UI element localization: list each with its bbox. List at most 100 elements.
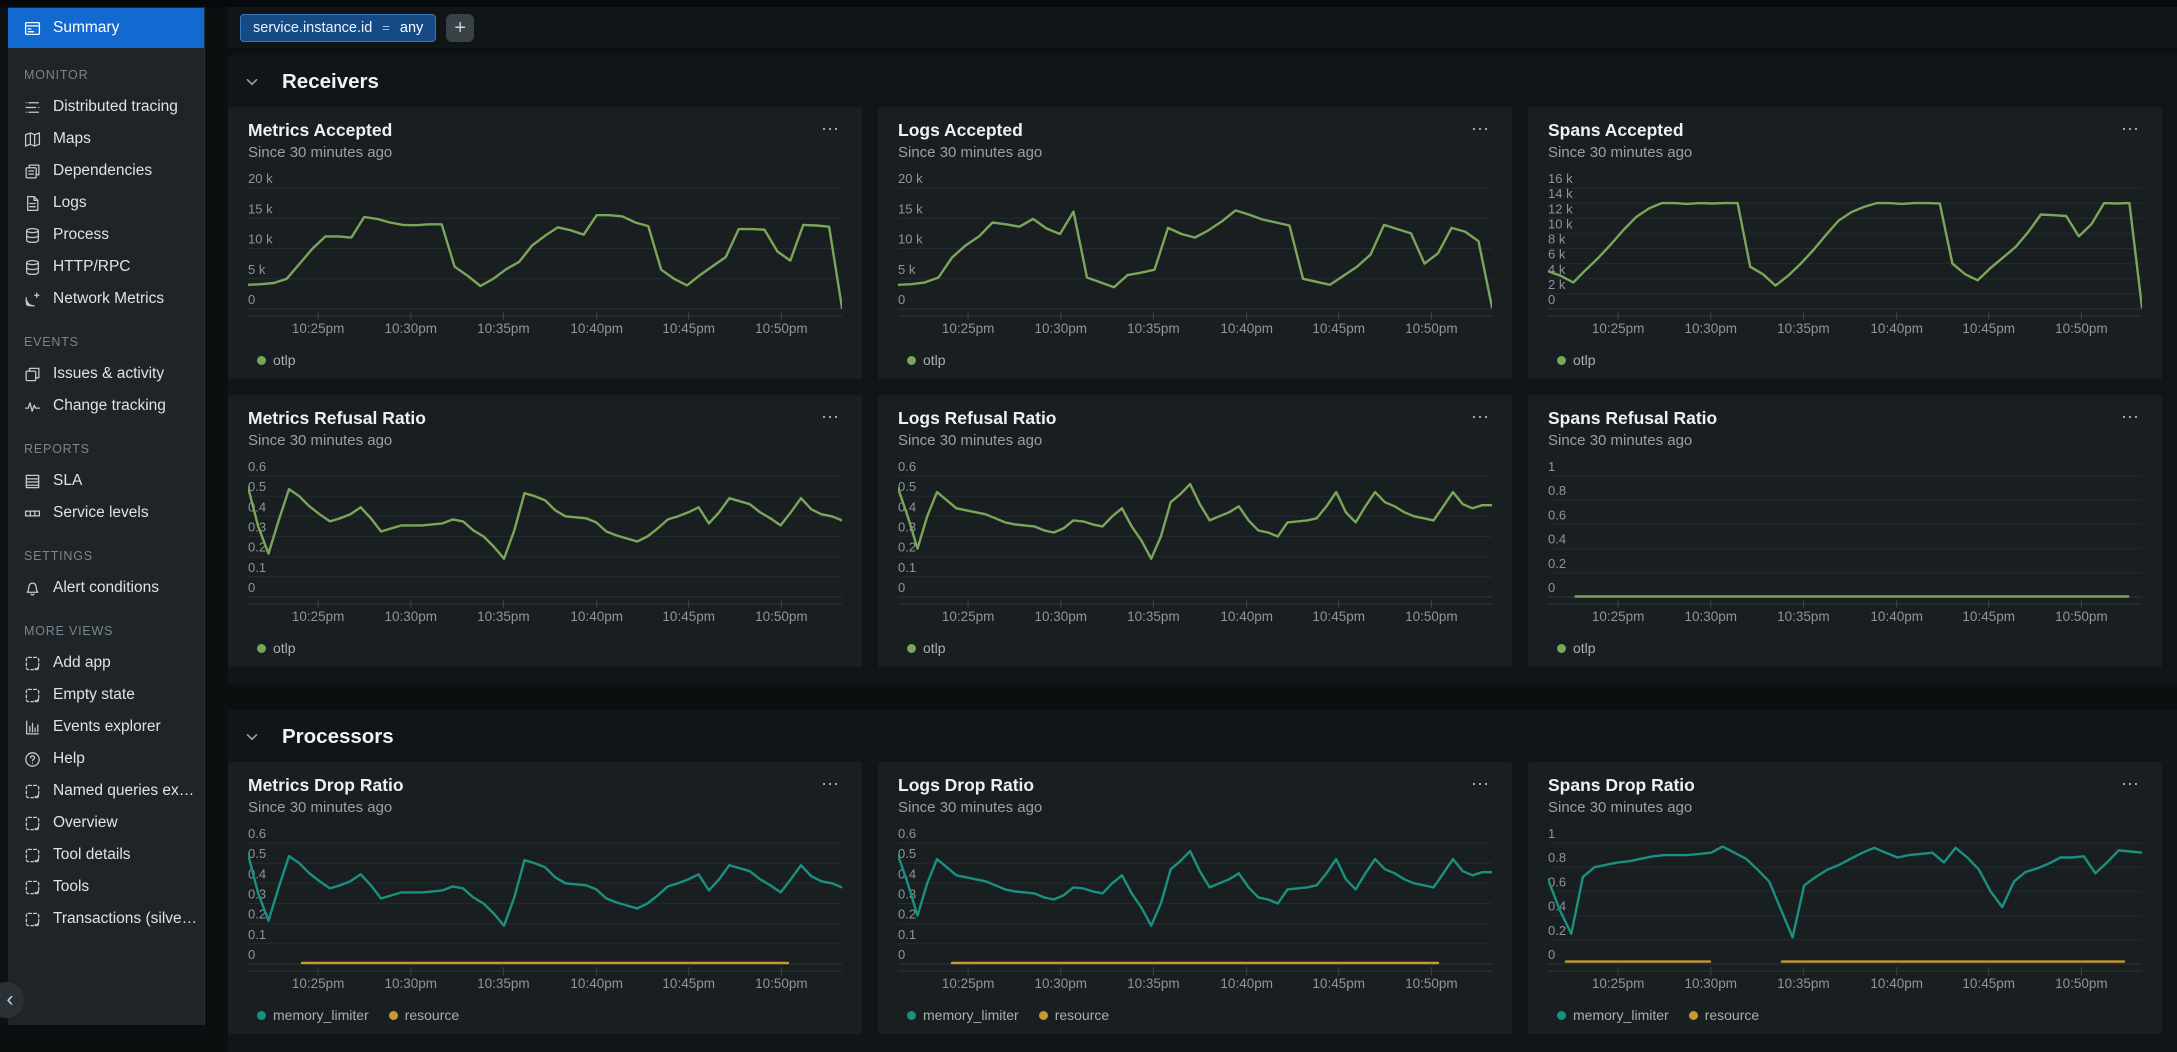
more-menu-icon[interactable]: ⋯	[1469, 408, 1492, 426]
more-menu-icon[interactable]: ⋯	[819, 120, 842, 138]
svg-text:10:50pm: 10:50pm	[1405, 321, 1458, 336]
section-header: Receivers	[228, 55, 2177, 107]
filter-key: service.instance.id	[253, 20, 372, 36]
section-header: Processors	[228, 710, 2177, 762]
database-icon	[24, 227, 41, 244]
sidebar-item-help[interactable]: Help	[8, 743, 204, 775]
sidebar-item-process[interactable]: Process	[8, 219, 204, 251]
chart-panel-spans-refusal-ratio: Spans Refusal Ratio Since 30 minutes ago…	[1528, 395, 2162, 667]
svg-text:10:45pm: 10:45pm	[1962, 609, 2015, 624]
sidebar-item-maps[interactable]: Maps	[8, 123, 204, 155]
sidebar-item-alert-conditions[interactable]: Alert conditions	[8, 572, 204, 604]
svg-text:0: 0	[1548, 580, 1555, 595]
legend-item-otlp[interactable]: otlp	[1557, 640, 1596, 656]
sidebar-item-tool-details[interactable]: Tool details	[8, 839, 204, 871]
svg-text:0: 0	[898, 292, 905, 307]
sidebar-item-dependencies[interactable]: Dependencies	[8, 155, 204, 187]
chart-legend: otlp	[248, 349, 842, 371]
sidebar-item-issues-activity[interactable]: Issues & activity	[8, 358, 204, 390]
sidebar-item-label: Logs	[53, 194, 198, 212]
svg-text:20 k: 20 k	[248, 173, 273, 186]
chart-panel-logs-refusal-ratio: Logs Refusal Ratio Since 30 minutes ago …	[878, 395, 1512, 667]
more-menu-icon[interactable]: ⋯	[2119, 775, 2142, 793]
svg-text:10 k: 10 k	[898, 232, 923, 247]
svg-text:10:25pm: 10:25pm	[292, 321, 345, 336]
legend-item-memory_limiter[interactable]: memory_limiter	[1557, 1007, 1669, 1023]
svg-text:10:35pm: 10:35pm	[477, 976, 530, 991]
sidebar-item-overview[interactable]: Overview	[8, 807, 204, 839]
more-menu-icon[interactable]: ⋯	[2119, 408, 2142, 426]
more-menu-icon[interactable]: ⋯	[1469, 120, 1492, 138]
svg-text:10:35pm: 10:35pm	[477, 321, 530, 336]
svg-text:10:30pm: 10:30pm	[1685, 609, 1738, 624]
sidebar-item-sla[interactable]: SLA	[8, 465, 204, 497]
more-menu-icon[interactable]: ⋯	[819, 408, 842, 426]
add-filter-button[interactable]: +	[446, 14, 474, 42]
sidebar-item-transactions-silver-sign[interactable]: Transactions (silver sign…	[8, 903, 204, 935]
svg-text:6 k: 6 k	[1548, 247, 1566, 262]
sidebar-item-label: Overview	[53, 814, 198, 832]
legend-item-otlp[interactable]: otlp	[257, 352, 296, 368]
svg-text:10:40pm: 10:40pm	[570, 321, 623, 336]
sidebar-item-http-rpc[interactable]: HTTP/RPC	[8, 251, 204, 283]
sidebar-item-tools[interactable]: Tools	[8, 871, 204, 903]
sidebar-item-change-tracking[interactable]: Change tracking	[8, 390, 204, 422]
section-title: Receivers	[282, 70, 379, 94]
sidebar-item-distributed-tracing[interactable]: Distributed tracing	[8, 91, 204, 123]
svg-text:10:50pm: 10:50pm	[2055, 976, 2108, 991]
sidebar-item-label: Change tracking	[53, 397, 198, 415]
svg-text:10:45pm: 10:45pm	[1962, 321, 2015, 336]
chevron-down-icon[interactable]	[246, 733, 258, 741]
chart-legend: otlp	[898, 349, 1492, 371]
legend-item-otlp[interactable]: otlp	[907, 640, 946, 656]
filter-bar: service.instance.id = any +	[228, 7, 2177, 48]
sidebar-item-logs[interactable]: Logs	[8, 187, 204, 219]
panel-subtitle: Since 30 minutes ago	[248, 144, 392, 161]
filter-pill[interactable]: service.instance.id = any	[240, 14, 436, 42]
svg-text:10:45pm: 10:45pm	[1312, 321, 1365, 336]
maps-icon	[24, 131, 41, 148]
legend-item-otlp[interactable]: otlp	[907, 352, 946, 368]
more-menu-icon[interactable]: ⋯	[2119, 120, 2142, 138]
legend-item-resource[interactable]: resource	[389, 1007, 459, 1023]
processors-panel-grid: Metrics Drop Ratio Since 30 minutes ago …	[228, 762, 2177, 1034]
sidebar-item-network-metrics[interactable]: Network Metrics	[8, 283, 204, 315]
legend-item-otlp[interactable]: otlp	[257, 640, 296, 656]
svg-text:0.8: 0.8	[1548, 483, 1566, 498]
legend-item-otlp[interactable]: otlp	[1557, 352, 1596, 368]
sidebar-item-named-queries-explorer[interactable]: Named queries explorer	[8, 775, 204, 807]
more-menu-icon[interactable]: ⋯	[819, 775, 842, 793]
chevron-down-icon[interactable]	[246, 78, 258, 86]
legend-dot-icon	[1557, 356, 1566, 365]
svg-text:10:30pm: 10:30pm	[385, 976, 438, 991]
legend-dot-icon	[1039, 1011, 1048, 1020]
svg-text:10:25pm: 10:25pm	[292, 609, 345, 624]
more-menu-icon[interactable]: ⋯	[1469, 775, 1492, 793]
legend-item-resource[interactable]: resource	[1689, 1007, 1759, 1023]
svg-text:10:45pm: 10:45pm	[1962, 976, 2015, 991]
legend-item-resource[interactable]: resource	[1039, 1007, 1109, 1023]
sidebar-item-empty-state[interactable]: Empty state	[8, 679, 204, 711]
legend-item-memory_limiter[interactable]: memory_limiter	[257, 1007, 369, 1023]
svg-text:0.5: 0.5	[248, 479, 266, 494]
events-explorer-icon	[24, 719, 41, 736]
svg-text:0: 0	[898, 947, 905, 962]
panel-title: Spans Accepted	[1548, 120, 1692, 141]
panel-subtitle: Since 30 minutes ago	[1548, 144, 1692, 161]
legend-item-memory_limiter[interactable]: memory_limiter	[907, 1007, 1019, 1023]
sidebar-item-summary[interactable]: Summary	[8, 8, 204, 48]
svg-text:10:45pm: 10:45pm	[1312, 609, 1365, 624]
panel-title: Spans Drop Ratio	[1548, 775, 1695, 796]
sidebar-item-events-explorer[interactable]: Events explorer	[8, 711, 204, 743]
sidebar-item-service-levels[interactable]: Service levels	[8, 497, 204, 529]
sidebar-item-add-app[interactable]: Add app	[8, 647, 204, 679]
